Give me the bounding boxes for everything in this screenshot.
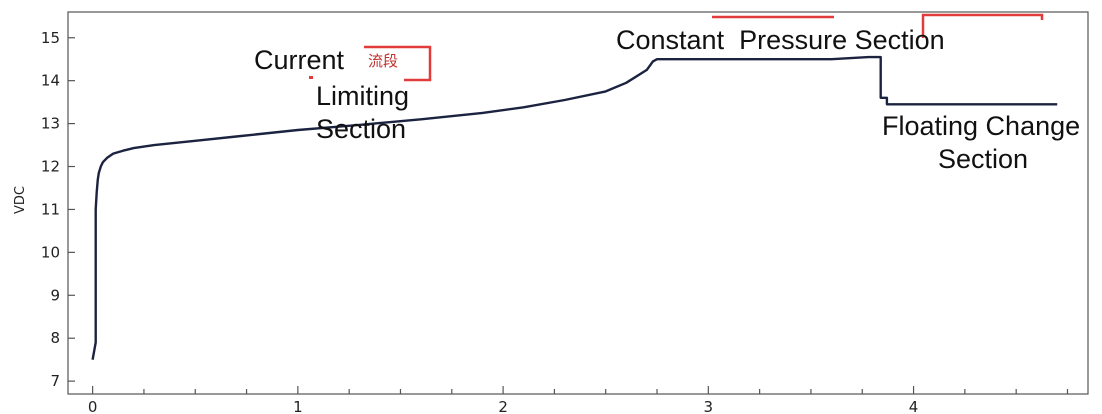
y-tick-label: 12: [41, 158, 60, 176]
y-tick-label: 13: [41, 115, 60, 133]
annotation-floating-line2: Section: [938, 144, 1028, 174]
red-dot-marker: [309, 76, 313, 79]
annotation-constant-pressure: Constant Pressure Section: [616, 25, 945, 55]
annotation-floating-line1: Floating Change: [882, 111, 1080, 141]
red-box-current: [364, 45, 432, 82]
y-axis-title: VDC: [13, 186, 28, 214]
y-ticks: 7 8 9 10 11 12 13 14 15: [41, 29, 75, 390]
y-tick-label: 14: [41, 72, 60, 90]
annotation-current-line3: Section: [316, 114, 406, 144]
voltage-series-line: [91, 55, 1058, 360]
y-tick-label: 11: [41, 200, 60, 218]
annotation-current-line2: Limiting: [316, 81, 409, 111]
x-ticks: 0 1 2 3 4: [88, 386, 1069, 414]
y-tick-label: 10: [41, 243, 60, 261]
x-tick-label: 1: [293, 398, 303, 414]
cn-fragment: 流段: [368, 52, 398, 70]
plot-frame: [67, 11, 1089, 395]
annotation-current-line1: Current: [254, 45, 345, 75]
x-tick-label: 3: [704, 398, 714, 414]
x-tick-label: 4: [909, 398, 919, 414]
y-tick-label: 9: [50, 286, 60, 304]
x-tick-label: 0: [88, 398, 98, 414]
y-tick-label: 8: [50, 329, 60, 347]
highlight-marks: [309, 13, 1044, 82]
y-tick-label: 15: [41, 29, 60, 47]
series-group: [91, 55, 1058, 360]
red-box-floating: [921, 13, 1044, 38]
x-tick-label: 2: [498, 398, 508, 414]
y-tick-label: 7: [50, 372, 60, 390]
